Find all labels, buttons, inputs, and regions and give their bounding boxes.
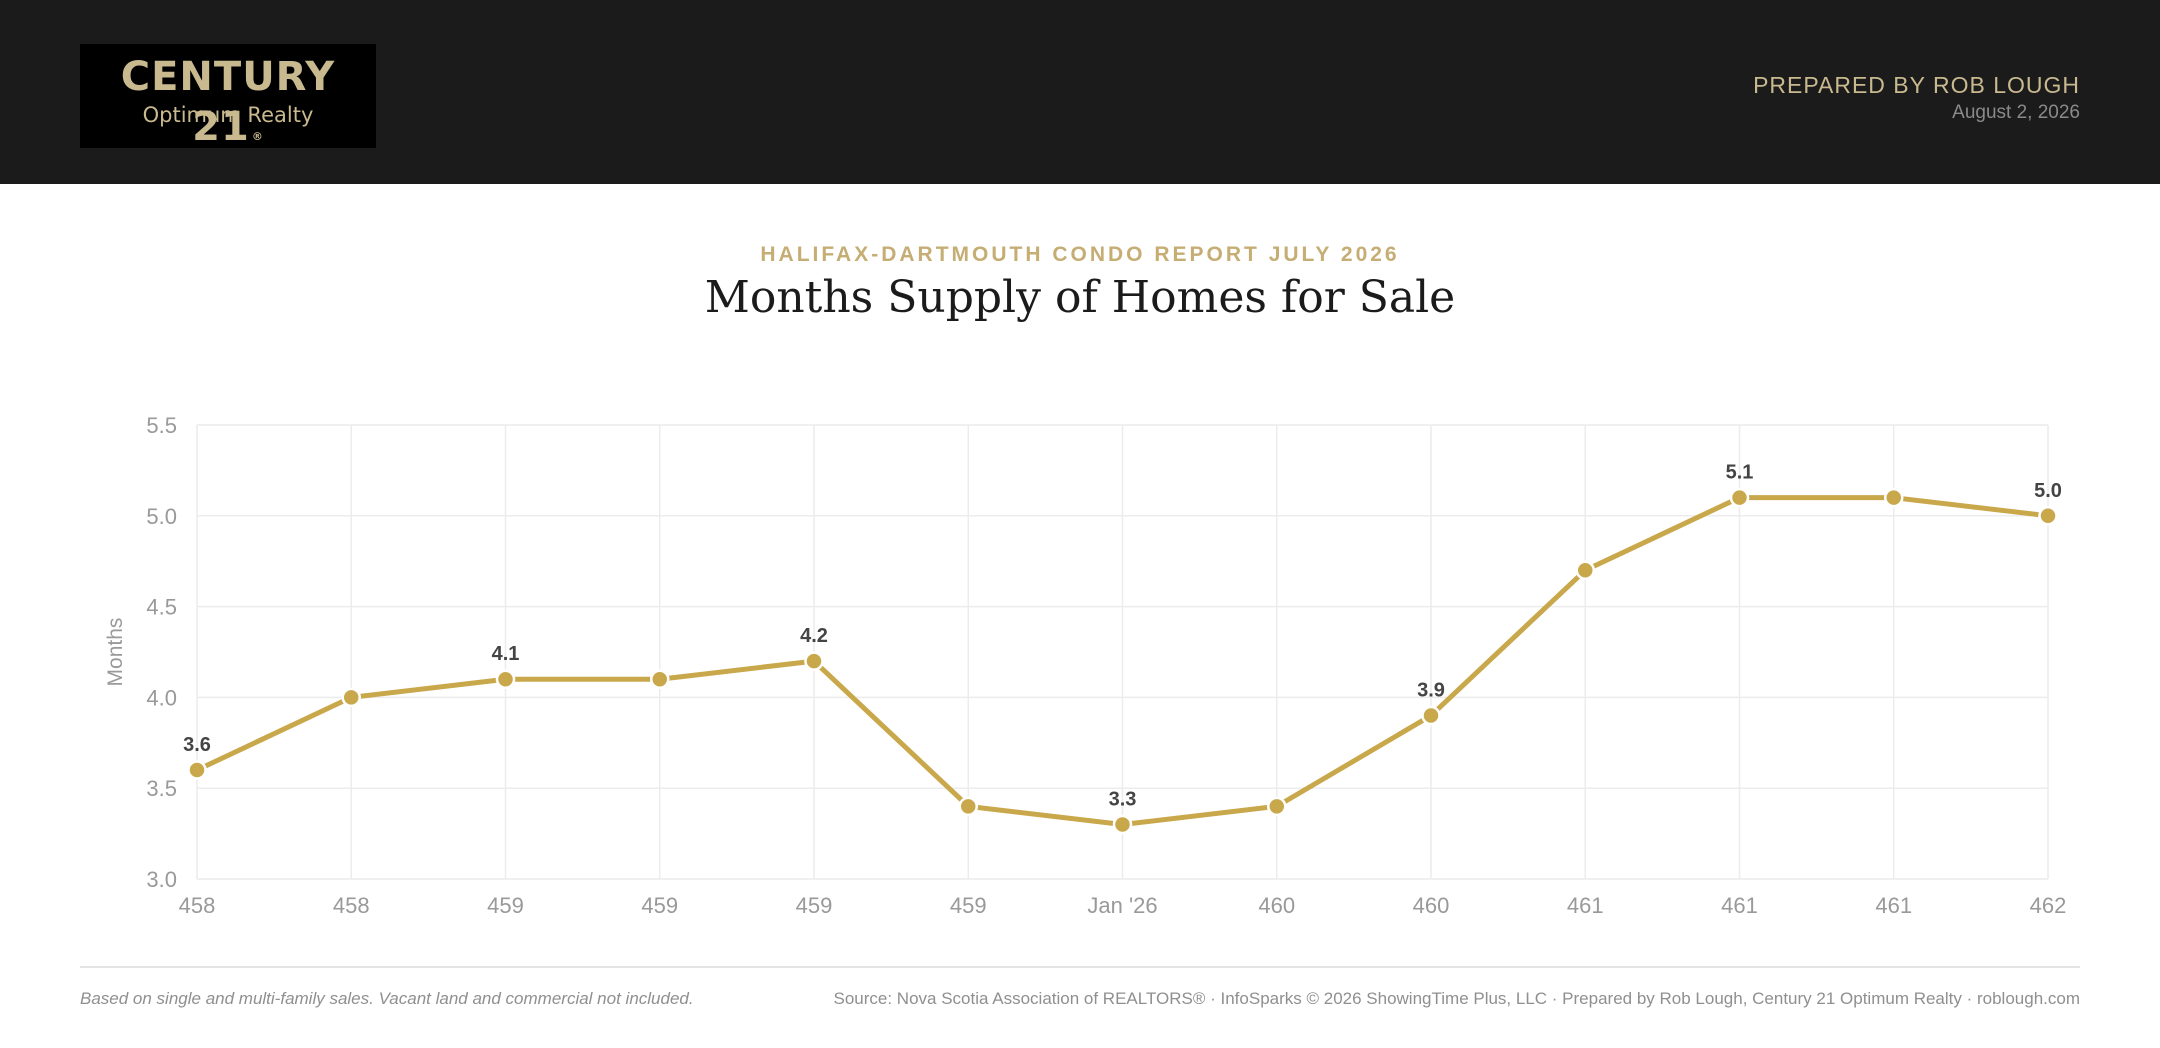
- source-credit: Source: Nova Scotia Association of REALT…: [833, 989, 2081, 1008]
- series-layer: [187, 487, 2058, 835]
- data-point: [1884, 487, 1904, 508]
- report-header: CENTURY 21 ® Optimum Realty PREPARED BY R…: [0, 0, 2160, 184]
- registered-mark: ®: [251, 130, 264, 143]
- x-tick-label: 459: [641, 893, 678, 918]
- data-point: [341, 687, 361, 708]
- grid-layer: [196, 424, 2049, 880]
- data-point: [495, 669, 516, 689]
- data-label: 4.1: [492, 643, 520, 665]
- data-point: [1729, 487, 1750, 508]
- axis-layer: 3.0 3.5 4.0 4.5 5.0 5.5 458 458 459 459 459 459 Jan …: [146, 413, 2066, 918]
- data-label-layer: 3.6 4.1 4.2 3.3 3.9 5.1 5.0: [183, 462, 2062, 811]
- century21-logo: CENTURY 21 ® Optimum Realty: [80, 44, 376, 150]
- y-tick-label: 3.0: [146, 867, 177, 892]
- data-label: 5.1: [1726, 462, 1754, 484]
- report-date: August 2, 2026: [1952, 102, 2080, 123]
- y-tick-label: 5.5: [146, 413, 177, 438]
- data-point: [1112, 814, 1133, 835]
- x-tick-label: 461: [1721, 893, 1758, 918]
- y-tick-label: 4.5: [146, 595, 177, 620]
- logo-subtitle: Optimum Realty: [142, 103, 314, 127]
- report-eyebrow: HALIFAX-DARTMOUTH CONDO REPORT JULY 2026: [760, 243, 1400, 266]
- x-tick-label: 461: [1567, 893, 1604, 918]
- prepared-by: PREPARED BY ROB LOUGH: [1753, 72, 2080, 98]
- data-point: [958, 796, 978, 817]
- x-tick-label: 458: [179, 893, 216, 918]
- data-label: 3.3: [1109, 789, 1137, 811]
- months-supply-chart: 3.0 3.5 4.0 4.5 5.0 5.5 458 458 459 459 459 459 Jan …: [104, 413, 2066, 918]
- x-tick-label: 461: [1875, 893, 1912, 918]
- x-tick-label: Jan '26: [1087, 893, 1157, 918]
- data-label: 4.2: [800, 625, 828, 647]
- x-tick-label: 459: [487, 893, 524, 918]
- data-label: 5.0: [2034, 480, 2062, 502]
- data-point: [804, 651, 824, 671]
- page-title: Months Supply of Homes for Sale: [704, 272, 1456, 323]
- x-tick-label: 460: [1413, 893, 1450, 918]
- logo-brand-text: CENTURY 21: [120, 54, 336, 150]
- x-tick-label: 459: [796, 893, 833, 918]
- x-tick-label: 462: [2030, 893, 2067, 918]
- footnote: Based on single and multi-family sales. …: [80, 989, 694, 1008]
- data-point: [1575, 560, 1595, 581]
- y-tick-label: 3.5: [146, 776, 177, 801]
- y-axis-label: Months: [104, 618, 127, 687]
- data-point: [2038, 506, 2058, 526]
- data-point: [1267, 796, 1287, 817]
- data-point: [187, 760, 207, 780]
- x-tick-label: 460: [1258, 893, 1295, 918]
- data-label: 3.6: [183, 734, 211, 756]
- data-label: 3.9: [1417, 680, 1445, 702]
- x-tick-label: 459: [950, 893, 987, 918]
- data-point: [1421, 705, 1441, 726]
- x-tick-label: 458: [333, 893, 370, 918]
- footer-divider: [80, 966, 2080, 968]
- y-tick-label: 5.0: [146, 504, 177, 529]
- y-tick-label: 4.0: [146, 685, 177, 710]
- data-point: [650, 669, 670, 689]
